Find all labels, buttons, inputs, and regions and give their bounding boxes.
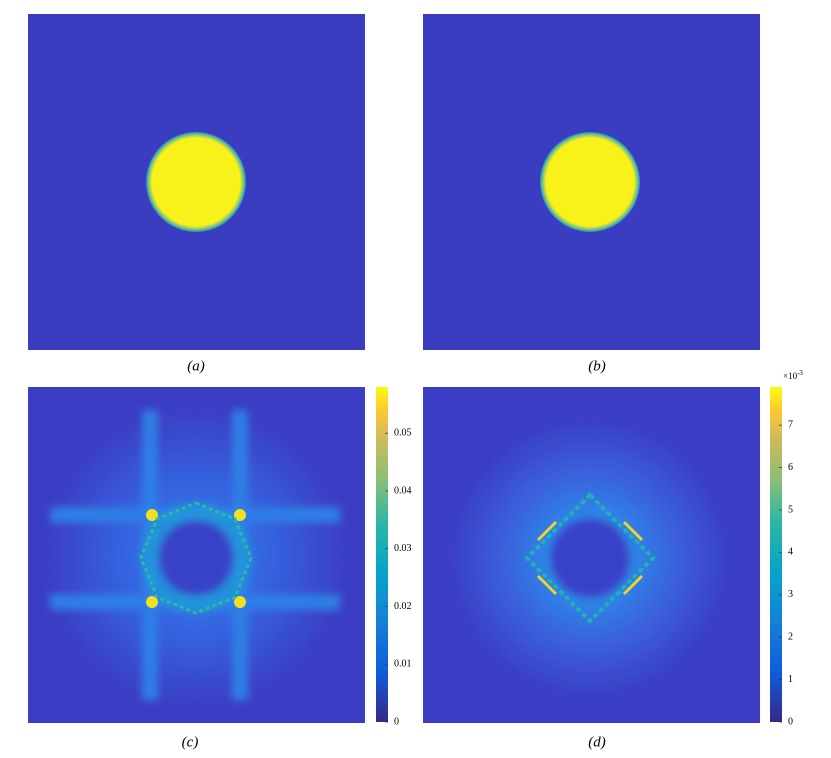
multiplier-exponent: -3	[797, 369, 803, 377]
multiplier-base: ×10	[783, 371, 798, 381]
panel-b: (b)	[423, 14, 760, 374]
colorbar-tick-label: 0	[394, 716, 399, 727]
panel-c: (c)	[28, 387, 388, 750]
panel-d: ×10-3 (d)	[423, 369, 803, 750]
colorbar-tick-label: 1	[788, 674, 793, 685]
phase-disc	[540, 132, 640, 232]
panel-a: (a)	[28, 14, 365, 374]
colorbar-tick-label: 3	[788, 589, 793, 600]
caption: (b)	[588, 358, 606, 374]
colorbar-tick-label: 2	[788, 631, 793, 642]
colorbar-tick-label: 7	[788, 419, 793, 430]
colorbar-tick-label: 0	[788, 716, 793, 727]
colorbar-tick-label: 5	[788, 504, 793, 515]
colorbar-tick-label: 0.05	[394, 428, 412, 439]
colorbar-tick-label: 0.03	[394, 543, 412, 554]
colorbar-tick-label: 4	[788, 547, 793, 558]
caption: (d)	[588, 734, 606, 750]
hot-spots	[139, 501, 253, 615]
caption: (a)	[187, 358, 205, 374]
colorbar	[376, 387, 388, 722]
colorbar-multiplier: ×10-3	[783, 369, 803, 381]
colorbar-tick-label: 0.01	[394, 659, 412, 670]
phase-disc	[146, 132, 246, 232]
colorbar	[770, 387, 782, 722]
colorbar-tick-label: 6	[788, 462, 793, 473]
caption: (c)	[182, 734, 199, 750]
colorbar-tick-label: 0.04	[394, 485, 412, 496]
hot-spots	[524, 492, 656, 624]
error-pattern	[46, 408, 346, 708]
error-pattern	[450, 418, 730, 698]
colorbar-tick-label: 0.02	[394, 601, 412, 612]
